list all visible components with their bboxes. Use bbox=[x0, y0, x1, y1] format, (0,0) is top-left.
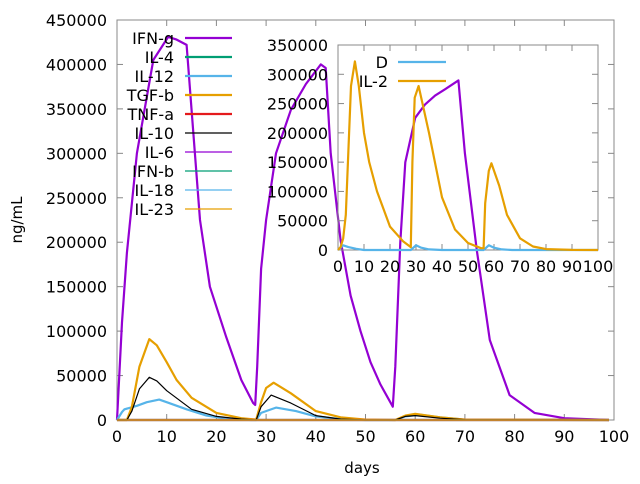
legend-label: TNF-a bbox=[126, 105, 174, 124]
y-tick-label: 100000 bbox=[267, 182, 328, 201]
x-tick-label: 10 bbox=[354, 257, 374, 276]
legend-label: D bbox=[376, 53, 388, 72]
y-tick-label: 150000 bbox=[267, 153, 328, 172]
legend-label: IFN-g bbox=[132, 29, 174, 48]
y-tick-label: 150000 bbox=[46, 278, 107, 297]
x-tick-label: 10 bbox=[157, 427, 177, 446]
series-line-ifn-g bbox=[115, 35, 610, 422]
x-tick-label: 40 bbox=[432, 257, 452, 276]
x-tick-label: 0 bbox=[333, 257, 343, 276]
x-tick-label: 40 bbox=[306, 427, 326, 446]
inset-series bbox=[337, 60, 599, 252]
x-tick-label: 100 bbox=[583, 257, 614, 276]
inset-axes: 0 10 20 30 40 50 60 70 80 90 100 0 50000 100000 150000… bbox=[267, 36, 613, 276]
legend-label: IFN-b bbox=[132, 162, 174, 181]
series-line-d bbox=[337, 244, 598, 252]
y-tick-label: 50000 bbox=[56, 367, 107, 386]
series-line-tgf-b bbox=[117, 338, 610, 422]
y-tick-label: 250000 bbox=[46, 189, 107, 208]
legend-label: IL-2 bbox=[359, 72, 388, 91]
y-tick-label: 350000 bbox=[267, 36, 328, 55]
y-tick-label: 200000 bbox=[46, 233, 107, 252]
x-tick-label: 50 bbox=[355, 427, 375, 446]
x-tick-label: 90 bbox=[562, 257, 582, 276]
x-tick-label: 90 bbox=[554, 427, 574, 446]
y-tick-label: 100000 bbox=[46, 322, 107, 341]
x-tick-label: 60 bbox=[484, 257, 504, 276]
x-tick-label: 50 bbox=[458, 257, 478, 276]
legend-label: IL-4 bbox=[145, 48, 174, 67]
x-tick-label: 30 bbox=[256, 427, 276, 446]
legends: IFN-gIL-4IL-12TGF-bTNF-aIL-10IL-6IFN-bIL… bbox=[126, 29, 446, 219]
y-tick-label: 0 bbox=[318, 241, 328, 260]
x-tick-label: 30 bbox=[406, 257, 426, 276]
x-tick-label: 70 bbox=[455, 427, 475, 446]
x-tick-label: 0 bbox=[112, 427, 122, 446]
legend-label: IL-23 bbox=[135, 200, 174, 219]
y-tick-label: 300000 bbox=[267, 65, 328, 84]
series-line-il-10 bbox=[117, 376, 610, 421]
y-tick-label: 250000 bbox=[267, 95, 328, 114]
x-tick-label: 60 bbox=[405, 427, 425, 446]
x-tick-label: 80 bbox=[504, 427, 524, 446]
y-axis-label: ng/mL bbox=[8, 196, 26, 244]
x-tick-label: 80 bbox=[536, 257, 556, 276]
legend-label: IL-10 bbox=[135, 124, 174, 143]
legend-label: TGF-b bbox=[126, 86, 174, 105]
y-tick-label: 350000 bbox=[46, 100, 107, 119]
y-tick-label: 200000 bbox=[267, 124, 328, 143]
main-series bbox=[115, 35, 610, 422]
y-tick-label: 450000 bbox=[46, 11, 107, 30]
y-tick-label: 400000 bbox=[46, 55, 107, 74]
x-tick-label: 20 bbox=[206, 427, 226, 446]
y-tick-label: 0 bbox=[97, 411, 107, 430]
legend-label: IL-12 bbox=[135, 67, 174, 86]
legend-label: IL-6 bbox=[145, 143, 174, 162]
y-tick-label: 300000 bbox=[46, 144, 107, 163]
x-axis-label: days bbox=[344, 459, 380, 477]
x-tick-label: 100 bbox=[599, 427, 630, 446]
series-line-il-12 bbox=[116, 398, 610, 422]
y-tick-label: 50000 bbox=[277, 212, 328, 231]
x-tick-label: 20 bbox=[380, 257, 400, 276]
x-tick-label: 70 bbox=[510, 257, 530, 276]
legend-label: IL-18 bbox=[135, 181, 174, 200]
series-line-il-2 bbox=[337, 60, 599, 252]
main-axes: 0 10 20 30 40 50 60 70 80 90 100050000100000150000… bbox=[46, 11, 629, 446]
